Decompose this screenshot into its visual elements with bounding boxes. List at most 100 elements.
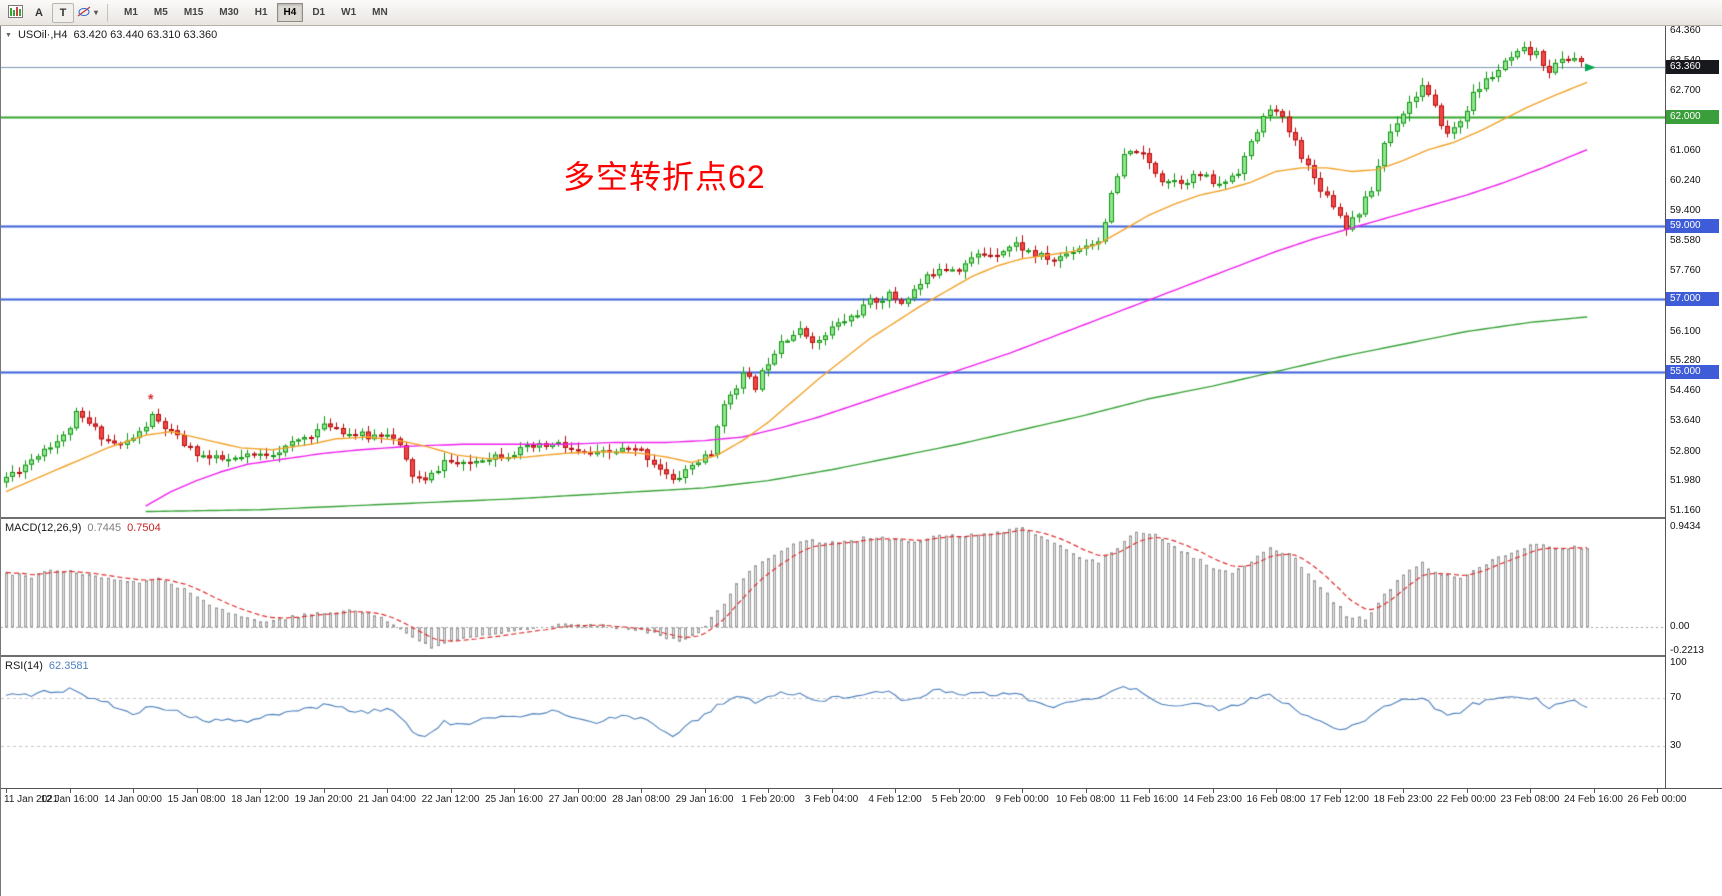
price-axis-tick: 61.060 bbox=[1670, 145, 1701, 157]
macd-axis-tick: 0.00 bbox=[1670, 621, 1690, 633]
price-axis-tick: 55.280 bbox=[1670, 355, 1701, 367]
price-axis-tick: 60.240 bbox=[1670, 174, 1701, 186]
time-axis-label: 22 Jan 12:00 bbox=[421, 794, 480, 805]
rsi-axis-tick: 100 bbox=[1670, 656, 1687, 668]
time-axis-tick-mark bbox=[959, 789, 960, 793]
price-pane-title: ▼ USOil·,H4 63.420 63.440 63.310 63.360 bbox=[5, 29, 217, 41]
time-axis-tick-mark bbox=[641, 789, 642, 793]
rsi-indicator-label: RSI(14) bbox=[5, 660, 43, 672]
ohlc-values: 63.420 63.440 63.310 63.360 bbox=[73, 29, 218, 41]
macd-axis-tick: -0.2213 bbox=[1670, 644, 1704, 656]
time-axis-label: 26 Feb 00:00 bbox=[1627, 794, 1687, 805]
time-axis-label: 28 Jan 08:00 bbox=[612, 794, 670, 805]
time-axis-tick-mark bbox=[832, 789, 833, 793]
toolbar-separator bbox=[107, 3, 109, 22]
macd-pane-title: MACD(12,26,9) 0.7445 0.7504 bbox=[5, 522, 161, 534]
price-axis-tick: 51.160 bbox=[1670, 505, 1701, 517]
time-axis-tick-mark bbox=[895, 789, 896, 793]
time-axis-label: 25 Jan 16:00 bbox=[485, 794, 543, 805]
time-axis-label: 11 Jan 2021 bbox=[4, 794, 59, 805]
time-axis-label: 4 Feb 12:00 bbox=[868, 794, 922, 805]
rsi-axis-tick: 70 bbox=[1670, 692, 1682, 704]
toolbar: A T ▾ M1 M5 M15 M30 H1 H4 D1 W1 MN bbox=[0, 0, 1722, 26]
price-axis-tick: 53.640 bbox=[1670, 414, 1701, 426]
rsi-pane-title: RSI(14) 62.3581 bbox=[5, 660, 89, 672]
timeframe-button-m30[interactable]: M30 bbox=[212, 3, 245, 22]
rsi-value: 62.3581 bbox=[48, 660, 89, 672]
time-axis-label: 24 Feb 16:00 bbox=[1564, 794, 1623, 805]
time-axis-tick-mark bbox=[1149, 789, 1150, 793]
timeframe-button-h4[interactable]: H4 bbox=[276, 3, 304, 22]
time-axis-label: 12 Jan 16:00 bbox=[40, 794, 99, 805]
timeframe-button-m5[interactable]: M5 bbox=[147, 3, 175, 22]
time-axis-tick-mark bbox=[578, 789, 579, 793]
time-axis-tick-mark bbox=[1022, 789, 1023, 793]
time-axis-label: 17 Feb 12:00 bbox=[1310, 794, 1369, 805]
time-axis-label: 22 Feb 00:00 bbox=[1437, 794, 1496, 805]
price-chart-canvas[interactable] bbox=[1, 26, 1665, 517]
time-axis-label: 14 Feb 23:00 bbox=[1183, 794, 1242, 805]
price-axis-tick: 54.460 bbox=[1670, 385, 1701, 397]
time-axis-label: 9 Feb 00:00 bbox=[995, 794, 1049, 805]
chart-annotation: 多空转折点62 bbox=[563, 159, 766, 195]
price-axis-tick: 58.580 bbox=[1670, 235, 1701, 247]
macd-main-value: 0.7445 bbox=[87, 522, 122, 534]
time-axis-tick-mark bbox=[1340, 789, 1341, 793]
timeframe-button-w1[interactable]: W1 bbox=[334, 3, 363, 22]
rsi-canvas[interactable] bbox=[1, 657, 1665, 787]
time-axis-tick-mark bbox=[1213, 789, 1214, 793]
macd-indicator-label: MACD(12,26,9) bbox=[5, 522, 82, 534]
time-axis-label: 21 Jan 04:00 bbox=[358, 794, 416, 805]
time-axis-tick-mark bbox=[260, 789, 261, 793]
time-axis-label: 19 Jan 20:00 bbox=[294, 794, 353, 805]
shapes-icon bbox=[77, 5, 92, 21]
time-axis-tick-mark bbox=[1276, 789, 1277, 793]
time-axis-tick-mark bbox=[6, 789, 7, 793]
macd-signal-value: 0.7504 bbox=[127, 522, 161, 534]
price-axis-tick: 52.800 bbox=[1670, 445, 1701, 457]
cursor-tool-button[interactable]: A bbox=[28, 3, 50, 23]
time-axis-tick-mark bbox=[1530, 789, 1531, 793]
time-axis[interactable]: 11 Jan 2021 12 Jan 16:00 14 Jan 00:00 15 Ja… bbox=[1, 788, 1722, 812]
text-tool-button[interactable]: T bbox=[52, 2, 74, 23]
time-axis-label: 29 Jan 16:00 bbox=[675, 794, 734, 805]
price-level-badge: 62.000 bbox=[1666, 109, 1719, 124]
symbol-dropdown-icon[interactable]: ▼ bbox=[5, 31, 12, 39]
timeframe-button-h1[interactable]: H1 bbox=[248, 3, 275, 22]
time-axis-tick-mark bbox=[1594, 789, 1595, 793]
shapes-tool-button[interactable]: ▾ bbox=[76, 3, 99, 23]
chart-window: ▼ USOil·,H4 63.420 63.440 63.310 63.360 … bbox=[0, 25, 1722, 896]
rsi-pane: RSI(14) 62.3581 bbox=[1, 657, 1665, 787]
price-pane: ▼ USOil·,H4 63.420 63.440 63.310 63.360 … bbox=[1, 26, 1665, 517]
time-axis-tick-mark bbox=[1657, 789, 1658, 793]
time-axis-label: 1 Feb 20:00 bbox=[741, 794, 795, 805]
macd-canvas[interactable] bbox=[1, 519, 1665, 655]
symbol-label: USOil·,H4 bbox=[17, 29, 68, 41]
price-level-badge: 57.000 bbox=[1666, 291, 1719, 306]
timeframe-toolbar: M1 M5 M15 M30 H1 H4 D1 W1 MN bbox=[116, 3, 396, 22]
time-axis-tick-mark bbox=[324, 789, 325, 793]
price-axis-tick: 57.760 bbox=[1670, 265, 1701, 277]
macd-pane: MACD(12,26,9) 0.7445 0.7504 bbox=[1, 519, 1665, 655]
timeframe-button-m1[interactable]: M1 bbox=[117, 3, 145, 22]
pane-splitter[interactable] bbox=[1, 517, 1722, 519]
time-axis-label: 27 Jan 00:00 bbox=[548, 794, 607, 805]
chart-window-button[interactable] bbox=[4, 3, 26, 23]
timeframe-button-m15[interactable]: M15 bbox=[177, 3, 210, 22]
price-axis-tick: 56.100 bbox=[1670, 325, 1701, 337]
timeframe-button-d1[interactable]: D1 bbox=[305, 3, 332, 22]
pane-splitter[interactable] bbox=[1, 655, 1722, 657]
time-axis-label: 15 Jan 08:00 bbox=[167, 794, 226, 805]
price-axis: 64.360 63.540 62.700 61.060 60.240 59.400 58.5… bbox=[1665, 25, 1722, 788]
time-axis-label: 5 Feb 20:00 bbox=[931, 794, 986, 805]
rsi-axis-tick: 30 bbox=[1670, 739, 1682, 751]
price-axis-tick: 62.700 bbox=[1670, 85, 1701, 97]
chart-window-icon bbox=[7, 4, 23, 21]
time-axis-tick-mark bbox=[197, 789, 198, 793]
time-axis-label: 16 Feb 08:00 bbox=[1246, 794, 1306, 805]
time-axis-tick-mark bbox=[1403, 789, 1404, 793]
time-axis-tick-mark bbox=[70, 789, 71, 793]
time-axis-label: 10 Feb 08:00 bbox=[1056, 794, 1115, 805]
time-axis-tick-mark bbox=[451, 789, 452, 793]
timeframe-button-mn[interactable]: MN bbox=[365, 3, 395, 22]
